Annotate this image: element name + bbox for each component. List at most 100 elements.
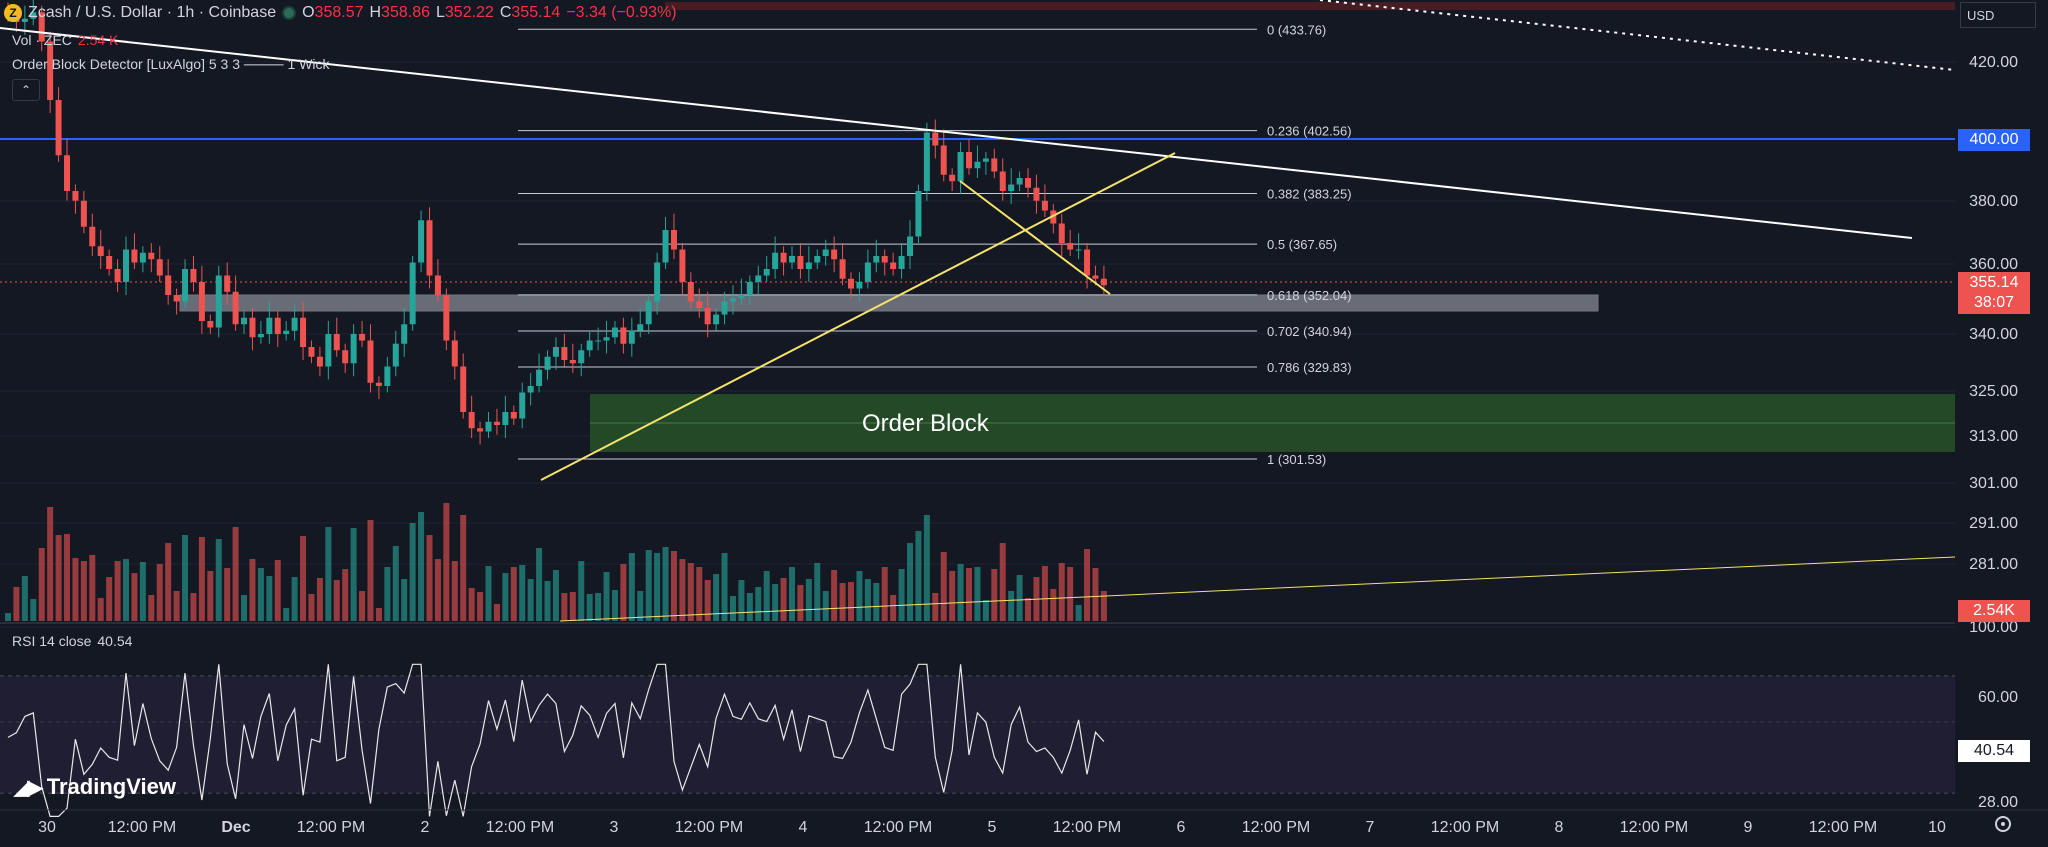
volume-bar [527, 579, 534, 621]
candle-body [1100, 278, 1107, 286]
volume-bar [451, 561, 458, 621]
candle-body [418, 220, 425, 263]
volume-bar [721, 553, 728, 621]
candle-body [569, 360, 576, 364]
candle-body [1050, 210, 1057, 224]
price-axis-tick: 313.00 [1969, 428, 2018, 445]
candle-body [241, 317, 248, 325]
symbol-row[interactable]: Z Zcash / U.S. Dollar · 1h · Coinbase O3… [4, 4, 677, 22]
tradingview-logo-icon: ◢▶ [14, 776, 43, 799]
volume-bar [713, 574, 720, 621]
volume-bar [890, 595, 897, 621]
time-axis-tick: 6 [1177, 819, 1186, 836]
chevron-up-icon: ⌃ [20, 83, 32, 97]
candle-body [426, 220, 433, 276]
candle-body [721, 301, 728, 315]
candle-body [106, 256, 113, 269]
candle-body [1058, 223, 1065, 243]
rsi-legend[interactable]: RSI 14 close 40.54 [12, 633, 132, 649]
candle-body [131, 249, 138, 263]
candle-body [586, 340, 593, 351]
indicator-label: Order Block Detector [LuxAlgo] 5 3 3 ───… [12, 56, 330, 72]
volume-bar [123, 559, 130, 621]
indicator-legend[interactable]: Order Block Detector [LuxAlgo] 5 3 3 ───… [12, 56, 329, 72]
volume-bar [367, 520, 374, 621]
volume-bar [763, 571, 770, 621]
volume-bar [991, 569, 998, 621]
volume-price-tag: 2.54K [1958, 600, 2030, 622]
volume-bar [182, 535, 189, 621]
candle-body [873, 256, 880, 263]
volume-bar [190, 593, 197, 621]
volume-bar [443, 503, 450, 621]
candle-body [687, 282, 694, 302]
candle-body [696, 301, 703, 308]
fib-level-label: 0.702 (340.94) [1267, 324, 1352, 339]
volume-bar [654, 553, 661, 621]
volume-label: Vol · ZEC [12, 32, 72, 48]
ohlc-low: L352.22 [435, 4, 494, 21]
candle-body [527, 386, 534, 393]
candle-body [274, 317, 281, 334]
resistance-zone [665, 2, 1955, 10]
volume-bar [1084, 549, 1091, 621]
volume-bar [409, 523, 416, 621]
candle-body [907, 236, 914, 256]
time-axis-tick: 12:00 PM [1053, 819, 1121, 836]
candle-body [468, 412, 475, 429]
time-axis-tick: 12:00 PM [1431, 819, 1499, 836]
candle-body [207, 321, 214, 328]
candle-body [544, 356, 551, 370]
candle-body [308, 347, 315, 357]
volume-legend[interactable]: Vol · ZEC 2.54 K [12, 32, 118, 48]
rsi-layer [7, 663, 1105, 818]
candle-body [949, 174, 956, 182]
rsi-line [7, 663, 1105, 818]
volume-bar [696, 567, 703, 621]
rsi-band [0, 676, 1955, 793]
candle-body [831, 249, 838, 260]
candle-body [578, 350, 585, 364]
volume-bar [342, 569, 349, 621]
candle-body [704, 308, 711, 325]
volume-bar [1041, 566, 1048, 621]
price-axis-tick: 420.00 [1969, 54, 2018, 71]
volume-bar [738, 580, 745, 621]
volume-bar [241, 595, 248, 621]
candle-body [805, 262, 812, 269]
volume-bar [999, 543, 1006, 621]
ohlc-open: O358.57 [302, 4, 364, 21]
volume-bar [308, 594, 315, 621]
candle-body [350, 334, 357, 364]
volume-bar [1016, 575, 1023, 621]
candle-body [932, 132, 939, 146]
volume-bar [957, 564, 964, 621]
volume-bar [595, 593, 602, 621]
candle-body [510, 412, 517, 419]
volume-bar [603, 572, 610, 621]
candle-body [190, 269, 197, 282]
volume-bar [729, 596, 736, 621]
volume-bar [47, 507, 54, 621]
candles-layer [5, 0, 1107, 445]
candle-body [915, 191, 922, 237]
candle-body [1008, 184, 1015, 191]
candle-body [822, 249, 829, 256]
volume-bar [552, 570, 559, 621]
candle-body [1084, 249, 1091, 276]
currency-selector[interactable]: USD [1960, 2, 2036, 28]
volume-bar [561, 593, 568, 621]
tradingview-logo[interactable]: ◢▶ TradingView [14, 774, 176, 800]
candle-body [89, 226, 96, 247]
collapse-legend-button[interactable]: ⌃ [12, 79, 40, 101]
time-axis-tick: 12:00 PM [864, 819, 932, 836]
settings-icon[interactable] [1995, 816, 2011, 832]
falling-wedge-line [959, 180, 1111, 295]
price-change: −3.34 (−0.93%) [566, 4, 677, 21]
volume-bar [746, 593, 753, 621]
candle-body [165, 275, 172, 295]
fib-level-label: 0.5 (367.65) [1267, 237, 1337, 252]
time-axis-tick: 12:00 PM [1242, 819, 1310, 836]
candle-body [763, 269, 770, 276]
